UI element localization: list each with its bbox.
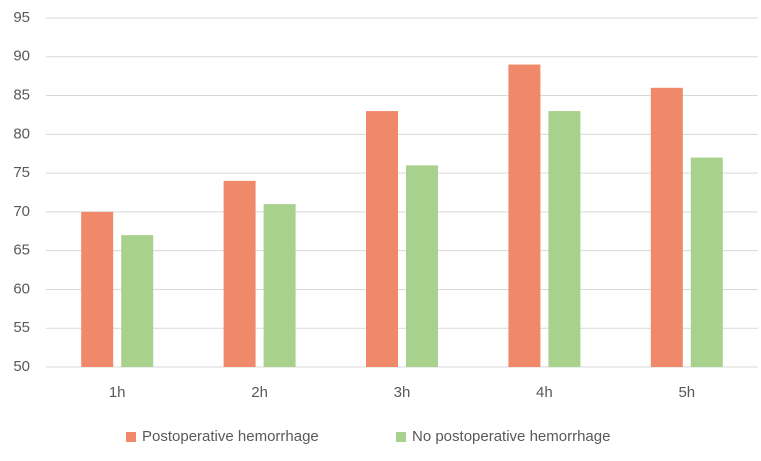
- bar: [406, 165, 438, 367]
- bar: [366, 111, 398, 367]
- y-tick-label: 70: [13, 203, 30, 220]
- legend-label: No postoperative hemorrhage: [412, 428, 610, 445]
- bar: [81, 211, 114, 367]
- x-tick-label: 5h: [678, 384, 695, 401]
- y-tick-label: 95: [13, 9, 30, 26]
- x-tick-label: 2h: [251, 384, 268, 401]
- bar: [690, 157, 723, 367]
- y-tick-label: 90: [13, 48, 30, 65]
- y-tick-label: 55: [13, 319, 30, 336]
- y-tick-label: 50: [13, 358, 30, 375]
- legend-label: Postoperative hemorrhage: [142, 428, 319, 445]
- y-tick-label: 60: [13, 280, 30, 297]
- legend-swatch: [126, 432, 136, 442]
- bar: [548, 111, 581, 367]
- x-tick-label: 1h: [109, 384, 126, 401]
- bar: [263, 204, 296, 367]
- bar: [121, 235, 154, 367]
- y-tick-label: 65: [13, 242, 30, 259]
- y-tick-label: 85: [13, 87, 30, 104]
- bar: [508, 64, 541, 368]
- legend-swatch: [396, 432, 406, 442]
- x-tick-label: 4h: [536, 384, 553, 401]
- bar: [223, 180, 256, 367]
- y-tick-label: 75: [13, 164, 30, 181]
- bar: [650, 87, 683, 368]
- x-tick-label: 3h: [394, 384, 411, 401]
- y-tick-label: 80: [13, 125, 30, 142]
